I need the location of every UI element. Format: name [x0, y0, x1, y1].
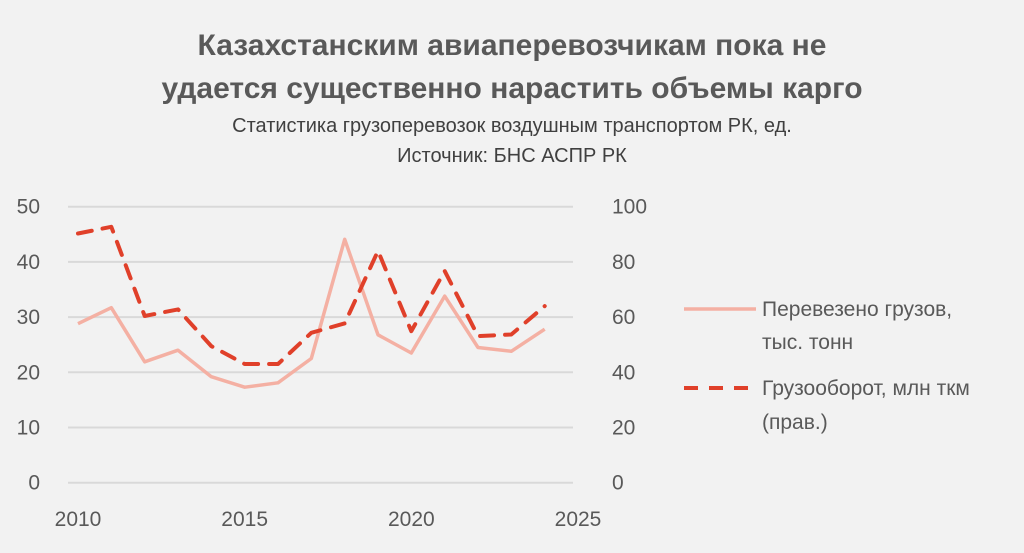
legend-label-turnover-1: Грузооборот, млн ткм: [762, 377, 970, 400]
legend: Перевезено грузов, тыс. тонн Грузооборот…: [684, 298, 970, 434]
legend-label-turnover-2: (прав.): [762, 411, 828, 434]
y-left-tick-label: 50: [17, 196, 40, 219]
y-right-tick-label: 20: [612, 417, 635, 440]
chart-title-line-2: удается существенно нарастить объемы кар…: [161, 72, 862, 105]
y-right-tick-label: 60: [612, 306, 635, 329]
x-tick-label: 2015: [221, 508, 268, 531]
chart-title-line-1: Казахстанским авиаперевозчикам пока не: [198, 29, 827, 62]
tick-labels: 0 10 20 30 40 50 0 20 40 60 80 100 2010 2015 2020 2025: [17, 196, 647, 531]
x-tick-label: 2010: [55, 508, 102, 531]
y-right-tick-label: 40: [612, 361, 635, 384]
y-left-tick-label: 20: [17, 361, 40, 384]
y-left-tick-label: 30: [17, 306, 40, 329]
series-lines: [76, 224, 547, 389]
y-left-tick-label: 40: [17, 251, 40, 274]
y-left-tick-label: 10: [17, 417, 40, 440]
y-right-tick-label: 80: [612, 251, 635, 274]
y-right-tick-label: 0: [612, 472, 624, 495]
y-left-tick-label: 0: [28, 472, 40, 495]
legend-label-cargo-1: Перевезено грузов,: [762, 298, 952, 321]
chart-subtitle: Статистика грузоперевозок воздушным тран…: [232, 115, 792, 137]
gridlines: [68, 205, 573, 484]
x-tick-label: 2020: [388, 508, 435, 531]
legend-label-cargo-2: тыс. тонн: [762, 331, 853, 354]
y-right-tick-label: 100: [612, 196, 647, 219]
x-tick-label: 2025: [555, 508, 602, 531]
chart-source: Источник: БНС АСПР РК: [397, 145, 627, 167]
